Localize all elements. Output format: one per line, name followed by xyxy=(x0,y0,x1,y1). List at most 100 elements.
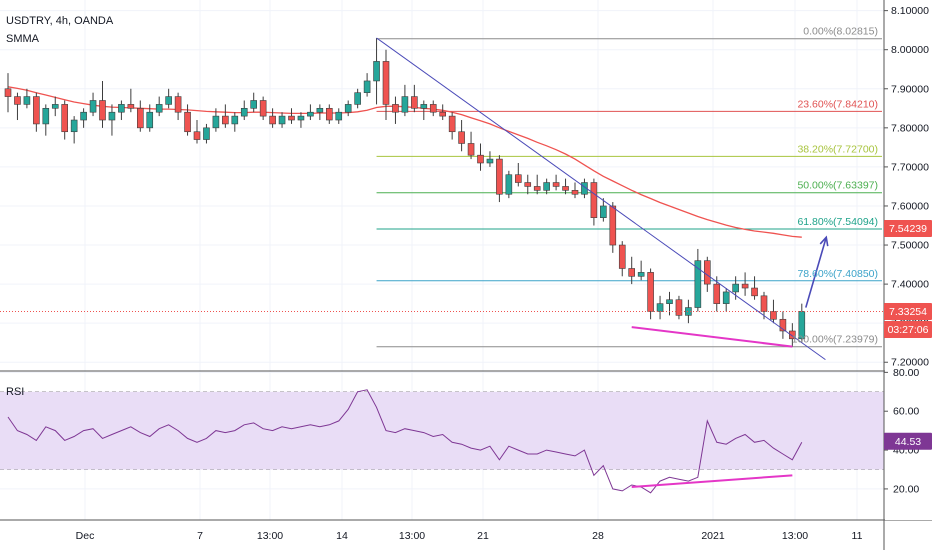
candle-body xyxy=(259,100,267,117)
candle-body xyxy=(165,96,172,105)
candle-body xyxy=(751,287,758,297)
price-tick-label: 7.70000 xyxy=(891,161,929,173)
candle-body xyxy=(571,190,579,195)
candle-body xyxy=(137,107,144,129)
candle-body xyxy=(496,158,503,195)
candle-body xyxy=(666,299,673,304)
price-tick-label: 7.20000 xyxy=(891,357,929,369)
time-axis-label: Dec xyxy=(76,530,95,542)
price-tick-label: 7.60000 xyxy=(891,200,929,212)
time-axis-label: 13:00 xyxy=(399,530,425,542)
candle-body xyxy=(70,119,78,133)
time-axis-label: 13:00 xyxy=(782,530,808,542)
last-price-badge: 7.33254 xyxy=(884,302,932,320)
countdown-badge: 03:27:06 xyxy=(884,320,932,338)
candle-body xyxy=(467,143,475,156)
time-axis-label: 28 xyxy=(592,530,604,542)
candle-body xyxy=(203,127,210,140)
fibonacci-lines xyxy=(376,38,882,348)
candle-body xyxy=(297,115,305,121)
price-tick-label: 7.80000 xyxy=(891,122,929,134)
fibonacci-level-label: 0.00%(8.02815) xyxy=(803,26,878,38)
candle-body xyxy=(222,115,229,125)
candle-body xyxy=(486,158,494,164)
candle-body xyxy=(42,107,50,125)
candle-body xyxy=(14,96,21,105)
time-axis-label: 13:00 xyxy=(257,530,283,542)
trendline[interactable] xyxy=(376,37,826,361)
candle-body xyxy=(590,182,598,218)
candle-body xyxy=(543,182,550,191)
candle-body xyxy=(609,205,617,246)
candle-body xyxy=(250,100,257,109)
candle-body xyxy=(401,96,409,113)
fibonacci-level-label: 38.20%(7.72700) xyxy=(797,143,878,155)
candle-body xyxy=(278,115,286,125)
smma-value-text: 7.54239 xyxy=(889,223,927,235)
candle-body xyxy=(146,111,154,129)
candle-body xyxy=(325,107,333,121)
fibonacci-level-label: 61.80%(7.54094) xyxy=(797,216,878,228)
fibonacci-labels: 0.00%(8.02815) 23.60%(7.84210) 38.20%(7.72… xyxy=(792,26,878,346)
candle-body xyxy=(99,100,106,121)
candle-body xyxy=(51,104,59,109)
candle-body xyxy=(439,111,447,117)
price-tick-label: 7.90000 xyxy=(891,83,929,95)
candle-body xyxy=(732,283,739,293)
time-axis-label: 7 xyxy=(197,530,203,542)
projection-arrow[interactable] xyxy=(805,235,829,308)
smma-indicator-label[interactable]: SMMA xyxy=(6,33,40,45)
price-tick-label: 8.00000 xyxy=(891,44,929,56)
candle-body xyxy=(600,205,607,218)
candle-body xyxy=(411,96,418,109)
candle-body xyxy=(155,104,163,113)
candle-body xyxy=(581,182,588,195)
candle-body xyxy=(429,104,437,113)
symbol-title[interactable]: USDTRY, 4h, OANDA xyxy=(6,15,114,27)
candle-body xyxy=(647,272,654,312)
candle-body xyxy=(288,115,295,121)
rsi-indicator-label[interactable]: RSI xyxy=(6,386,24,398)
candle-body xyxy=(33,96,40,125)
last-price-text: 7.33254 xyxy=(889,306,927,318)
candle-body xyxy=(184,111,191,133)
rsi-tick-label: 80.00 xyxy=(893,367,919,379)
candle-body xyxy=(344,104,352,113)
rsi-line xyxy=(7,389,803,494)
time-axis-label: 14 xyxy=(336,530,348,542)
candle-body xyxy=(382,61,390,105)
candle-body xyxy=(741,283,749,289)
price-tick-label: 8.10000 xyxy=(891,5,929,17)
candle-body xyxy=(685,307,692,316)
candle-body xyxy=(618,244,626,269)
fibonacci-level-label: 78.60%(7.40850) xyxy=(797,268,878,280)
candle-body xyxy=(392,104,399,113)
rsi-band xyxy=(0,391,884,470)
fibonacci-level-label: 50.00%(7.63397) xyxy=(797,180,878,192)
candle-body xyxy=(193,131,201,140)
time-axis-labels: Dec 7 13:00 14 13:00 21 28 2021 13:00 11 xyxy=(76,530,863,542)
candle-body xyxy=(505,174,513,195)
candle-body xyxy=(760,295,768,312)
price-divergence-line[interactable] xyxy=(631,326,793,348)
candle-body xyxy=(637,272,645,277)
candle-body xyxy=(628,268,636,277)
candle-body xyxy=(61,104,69,133)
rsi-tick-label: 60.00 xyxy=(893,406,919,418)
candle-body xyxy=(656,303,664,312)
candle-body xyxy=(354,92,361,105)
price-tick-label: 7.40000 xyxy=(891,279,929,291)
candle-body xyxy=(514,174,522,183)
candle-body xyxy=(420,104,428,109)
rsi-divergence-line[interactable] xyxy=(631,474,793,488)
candle-body xyxy=(4,88,12,97)
candle-body xyxy=(23,96,31,105)
candle-body xyxy=(80,111,87,121)
candle-body xyxy=(127,104,135,109)
candle-body xyxy=(118,104,125,113)
candle-body xyxy=(779,318,787,332)
candle-body xyxy=(212,115,220,129)
candle-body xyxy=(231,115,239,125)
smma-value-badge: 7.54239 xyxy=(884,219,932,237)
